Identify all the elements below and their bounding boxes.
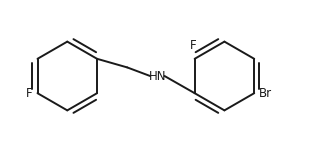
Text: Br: Br	[259, 87, 272, 100]
Text: F: F	[190, 39, 196, 52]
Text: F: F	[26, 87, 32, 100]
Text: HN: HN	[149, 69, 166, 83]
